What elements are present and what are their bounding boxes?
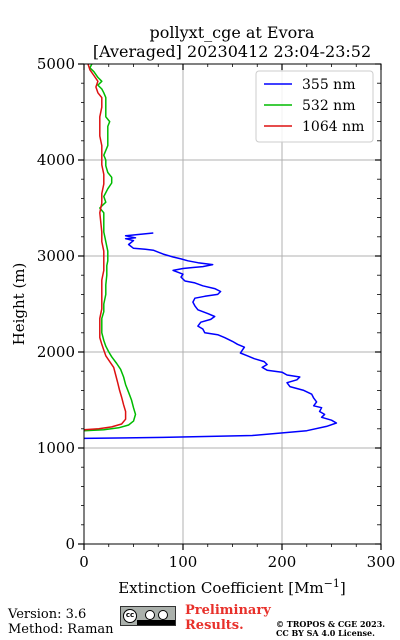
extinction-profile-chart: pollyxt_cge at Evora [Averaged] 20230412… (10, 23, 395, 597)
x-tick-label: 300 (367, 553, 396, 571)
x-tick-label: 200 (268, 553, 297, 571)
method-label: Method: Raman (8, 622, 114, 637)
preliminary-line-2: Results. (185, 618, 244, 633)
y-tick-label: 0 (65, 535, 75, 553)
plot-frame (83, 63, 382, 545)
copyright-notice: © TROPOS & CGE 2023. CC BY SA 4.0 Licens… (276, 620, 385, 638)
legend-label: 355 nm (302, 77, 355, 93)
x-tick-label: 0 (79, 553, 89, 571)
x-tick-label: 100 (169, 553, 198, 571)
legend: 355 nm 532 nm 1064 nm (255, 70, 374, 143)
version-label: Version: 3.6 (8, 607, 87, 622)
y-tick-label: 1000 (37, 439, 75, 457)
y-tick-label: 2000 (37, 343, 75, 361)
cc-by-sa-license-icon: cc (120, 606, 176, 626)
copyright-line-2: CC BY SA 4.0 License. (276, 628, 375, 638)
y-axis-label: Height (m) (10, 263, 28, 346)
y-tick-label: 3000 (37, 247, 75, 265)
series-line-355-nm (83, 232, 338, 440)
x-axis-label: Extinction Coefficient [Mm−1] (118, 577, 345, 597)
grid-lines (84, 64, 381, 544)
series-lines (83, 63, 338, 440)
legend-label: 1064 nm (302, 119, 364, 135)
legend-box (255, 70, 374, 143)
series-line-532-nm (83, 63, 137, 432)
x-axis: 0 100 200 300 (79, 64, 395, 571)
copyright-line-1: © TROPOS & CGE 2023. (276, 619, 386, 629)
y-tick-label: 4000 (37, 151, 75, 169)
y-tick-label: 5000 (37, 55, 75, 73)
chart-subtitle: [Averaged] 20230412 23:04-23:52 (93, 42, 371, 61)
x-axis-label-superscript: −1 (324, 577, 340, 590)
series-line-1064-nm (83, 63, 127, 431)
x-axis-label-close: ] (340, 579, 346, 597)
y-axis: 0 1000 2000 3000 4000 5000 (37, 55, 381, 553)
legend-label: 532 nm (302, 98, 355, 114)
preliminary-results-label: Preliminary Results. (185, 603, 271, 633)
preliminary-line-1: Preliminary (185, 603, 271, 618)
chart-title: pollyxt_cge at Evora (150, 23, 315, 42)
